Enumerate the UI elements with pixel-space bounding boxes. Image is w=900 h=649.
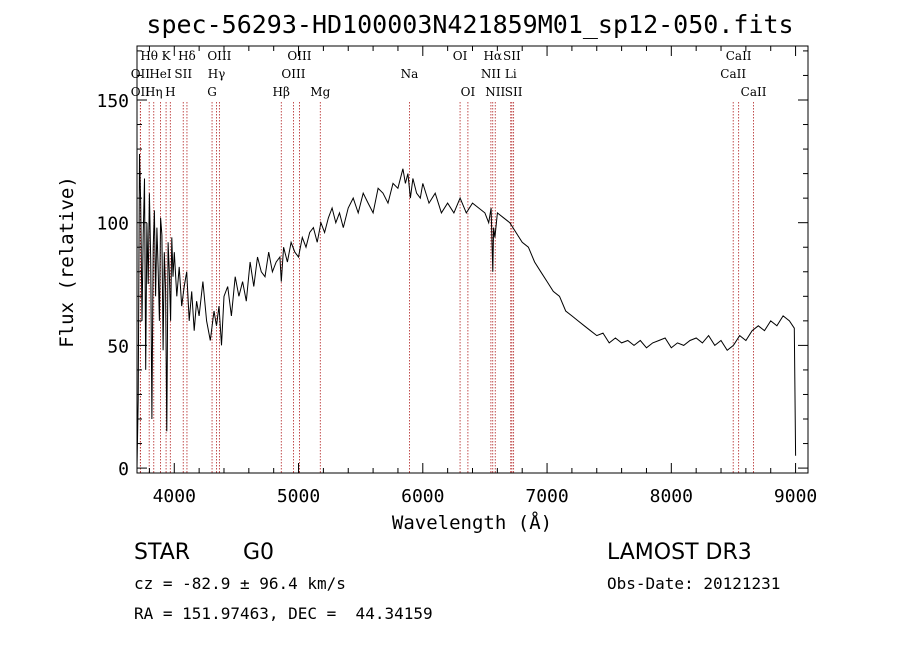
line-label: OII — [131, 85, 151, 99]
line-label: H — [165, 85, 175, 99]
line-label: SII — [503, 49, 521, 63]
x-tick-label: 4000 — [153, 486, 196, 507]
line-label: Hδ — [178, 49, 196, 63]
line-label: Hβ — [273, 85, 290, 99]
line-label: CaII — [720, 67, 746, 81]
line-label: CaII — [726, 49, 752, 63]
plot-frame — [136, 45, 809, 474]
line-label: Li — [505, 67, 517, 81]
y-axis-label: Flux (relative) — [56, 176, 78, 348]
line-label: G — [207, 85, 217, 99]
x-tick-label: 6000 — [401, 486, 444, 507]
chart-title: spec-56293-HD100003N421859M01_sp12-050.f… — [146, 10, 793, 39]
x-tick-label: 8000 — [650, 486, 693, 507]
line-label: SII — [174, 67, 192, 81]
redshift-cz: cz = -82.9 ± 96.4 km/s — [134, 574, 346, 593]
line-label: NII — [485, 85, 505, 99]
line-label: HeI — [149, 67, 172, 81]
y-tick-label: 0 — [118, 459, 129, 480]
line-label: OI — [461, 85, 476, 99]
survey-name: LAMOST DR3 — [607, 540, 752, 565]
x-axis-label: Wavelength (Å) — [392, 511, 552, 534]
y-axis-ticks: 0 50 100 150 — [96, 50, 808, 480]
line-label: OII — [131, 67, 151, 81]
x-tick-label: 5000 — [277, 486, 320, 507]
x-tick-label: 9000 — [774, 486, 817, 507]
line-label: Hγ — [208, 67, 226, 81]
line-label: SII — [505, 85, 523, 99]
object-class: STAR — [134, 540, 191, 565]
line-label: K — [162, 49, 172, 63]
y-tick-label: 100 — [96, 214, 129, 235]
y-tick-label: 150 — [96, 91, 129, 112]
line-label: OIII — [281, 67, 305, 81]
line-label: OIII — [207, 49, 231, 63]
line-label: OIII — [287, 49, 311, 63]
line-label: Hθ — [140, 49, 158, 63]
y-tick-label: 50 — [107, 336, 129, 357]
spectral-line-markers — [139, 102, 754, 473]
line-label: NII — [481, 67, 501, 81]
x-axis-ticks: 4000 5000 6000 7000 8000 9000 — [148, 46, 817, 507]
line-label: Na — [401, 67, 419, 81]
x-tick-label: 7000 — [525, 486, 568, 507]
line-label: Mg — [310, 85, 330, 99]
line-label: CaII — [741, 85, 767, 99]
line-label: OI — [453, 49, 468, 63]
line-label: Hα — [483, 49, 502, 63]
spectrum-line — [136, 153, 797, 469]
line-label: Hη — [145, 85, 163, 99]
obs-date: Obs-Date: 20121231 — [607, 574, 781, 593]
object-subclass: G0 — [243, 540, 275, 565]
ra-dec: RA = 151.97463, DEC = 44.34159 — [134, 604, 433, 623]
